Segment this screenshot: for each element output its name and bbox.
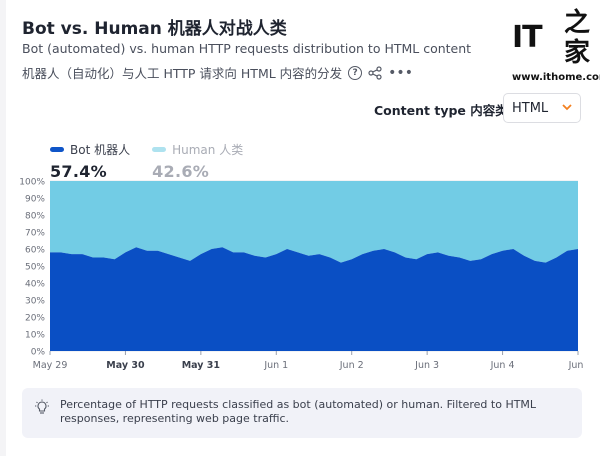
watermark: IT 之家 www.ithome.com (512, 8, 600, 83)
legend-value-bot: 57.4% (50, 162, 108, 181)
y-tick-label: 70% (25, 229, 45, 239)
x-tick-label: Jun 3 (414, 360, 439, 371)
stacked-area-chart: 0% 10% 20% 30% 40% 50% 60% 70% 80% 90% 100% May 29 M… (19, 178, 584, 372)
watermark-logo: IT 之家 (512, 8, 590, 68)
y-tick-label: 50% (25, 263, 45, 273)
watermark-logo-text: IT (512, 20, 543, 55)
y-tick-label: 30% (25, 297, 45, 307)
y-tick-label: 20% (25, 314, 45, 324)
y-tick-label: 0% (31, 348, 46, 358)
y-tick-label: 10% (25, 331, 45, 341)
watermark-logo-zh: 之家 (563, 8, 590, 68)
more-options-icon[interactable]: ••• (388, 64, 413, 81)
legend-swatch-bot (50, 147, 64, 152)
y-tick-label: 80% (25, 212, 45, 222)
lightbulb-icon (34, 399, 50, 415)
info-box: Percentage of HTTP requests classified a… (22, 388, 582, 438)
chart-subtitle-zh: 机器人（自动化）与人工 HTTP 请求向 HTML 内容的分发 (22, 66, 343, 81)
legend-item-bot[interactable]: Bot 机器人 57.4% (50, 141, 130, 181)
legend-swatch-human (152, 147, 167, 152)
y-tick-label: 100% (19, 178, 45, 188)
chart-legend: Bot 机器人 57.4% Human 人类 42.6% (50, 141, 243, 181)
content-type-value: HTML (512, 100, 549, 116)
x-tick-label: Jun 4 (490, 360, 515, 371)
x-tick-label: May 31 (182, 360, 220, 371)
series-area-bot (50, 247, 578, 351)
y-tick-label: 90% (25, 195, 45, 205)
watermark-url: www.ithome.com (512, 72, 600, 83)
chevron-down-icon (562, 103, 572, 114)
x-tick-label: Jun (568, 360, 584, 371)
y-tick-label: 40% (25, 280, 45, 290)
content-type-select[interactable]: HTML (503, 93, 581, 123)
chart-subtitle-en: Bot (automated) vs. human HTTP requests … (22, 41, 472, 56)
legend-value-human: 42.6% (152, 162, 210, 181)
chart-subtitle-zh-row: 机器人（自动化）与人工 HTTP 请求向 HTML 内容的分发 ? ••• (22, 63, 413, 82)
chart-title: Bot vs. Human 机器人对战人类 (22, 19, 287, 39)
legend-label-human: Human 人类 (172, 143, 244, 157)
series-area-human (50, 181, 578, 263)
info-text: Percentage of HTTP requests classified a… (60, 398, 537, 425)
legend-item-human[interactable]: Human 人类 42.6% (152, 141, 243, 181)
share-icon[interactable] (368, 65, 382, 80)
legend-label-bot: Bot 机器人 (70, 143, 131, 157)
y-tick-label: 60% (25, 246, 45, 256)
help-icon[interactable]: ? (348, 65, 363, 80)
x-tick-label: Jun 2 (339, 360, 364, 371)
x-tick-label: May 30 (106, 360, 145, 371)
x-tick-label: May 29 (33, 360, 68, 371)
x-tick-label: Jun 1 (263, 360, 288, 371)
content-type-label: Content type 内容类型 (374, 103, 521, 118)
